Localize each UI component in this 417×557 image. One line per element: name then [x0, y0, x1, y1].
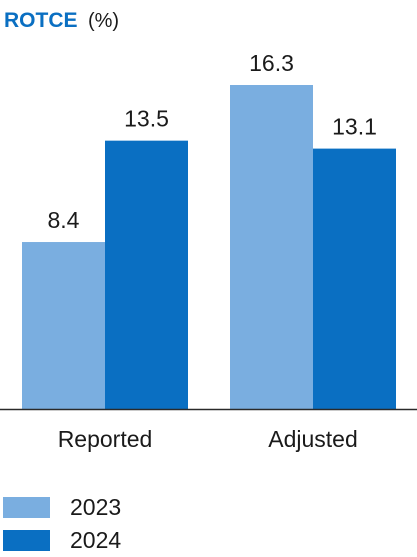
data-label-reported-2024: 13.5: [124, 106, 169, 132]
legend-label-2023: 2023: [70, 494, 121, 520]
bars-group: [22, 85, 396, 410]
x-tick-labels-group: Reported Adjusted: [58, 426, 358, 452]
bar-adjusted-2024: [313, 148, 396, 409]
legend-label-2024: 2024: [70, 527, 121, 553]
data-label-adjusted-2023: 16.3: [249, 50, 294, 76]
chart-title: ROTCE: [4, 9, 78, 32]
data-labels-group: 8.4 13.5 16.3 13.1: [48, 50, 377, 233]
bar-adjusted-2023: [230, 85, 313, 409]
data-label-reported-2023: 8.4: [48, 207, 80, 233]
bar-reported-2023: [22, 242, 105, 409]
legend-swatch-2023: [3, 497, 50, 518]
legend: 2023 2024: [3, 494, 121, 553]
bar-reported-2024: [105, 140, 188, 410]
chart-title-line: ROTCE (%): [4, 9, 119, 32]
x-tick-label-adjusted: Adjusted: [268, 426, 358, 452]
chart-unit-label: (%): [88, 10, 119, 32]
x-tick-label-reported: Reported: [58, 426, 153, 452]
legend-swatch-2024: [3, 530, 50, 551]
data-label-adjusted-2024: 13.1: [332, 114, 377, 140]
